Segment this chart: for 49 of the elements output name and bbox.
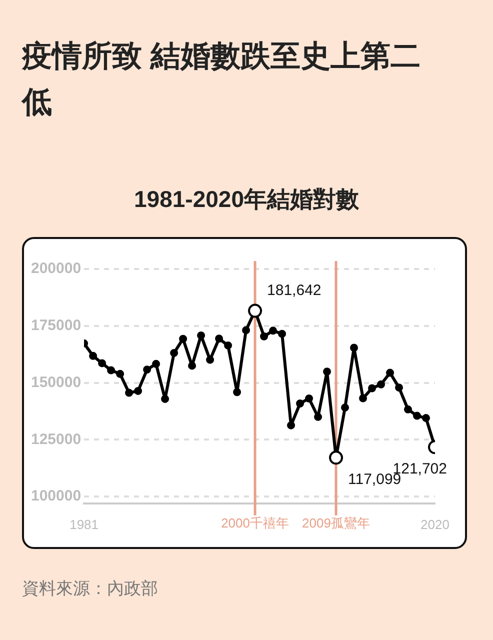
- point: [359, 394, 368, 402]
- point: [125, 388, 134, 397]
- point: [89, 352, 98, 360]
- point: [107, 366, 116, 374]
- point: [305, 394, 314, 402]
- ref-line-label: 2009孤鸞年: [302, 515, 370, 530]
- point: [260, 332, 268, 340]
- point: [197, 331, 206, 340]
- point: [134, 386, 142, 395]
- point: [152, 360, 160, 368]
- point: [386, 368, 394, 377]
- point: [395, 384, 404, 392]
- y-tick-label: 100000: [30, 488, 82, 505]
- point: [296, 399, 304, 408]
- point: [341, 404, 350, 412]
- point: [368, 384, 376, 392]
- y-tick-label: 200000: [30, 260, 82, 278]
- annotation: 181,642: [267, 282, 322, 299]
- point: [314, 412, 322, 421]
- point: [278, 330, 286, 338]
- x-tick-label: 2020: [420, 516, 450, 532]
- point: [143, 366, 152, 374]
- y-tick-label: 125000: [30, 430, 82, 448]
- point: [233, 388, 242, 396]
- point: [170, 348, 178, 357]
- point: [413, 412, 422, 420]
- point: [404, 405, 412, 414]
- point: [323, 368, 332, 376]
- point: [116, 370, 124, 378]
- point: [215, 334, 224, 343]
- y-tick-label: 150000: [30, 374, 82, 391]
- point: [422, 414, 430, 422]
- point: [350, 344, 358, 352]
- x-tick-label: 1981: [70, 516, 99, 532]
- point: [224, 341, 232, 350]
- point: [242, 326, 250, 334]
- source-note: 資料來源：內政部: [22, 578, 159, 600]
- point: [188, 362, 196, 370]
- ref-line-label: 2000千禧年: [221, 515, 289, 530]
- chart-subtitle: 1981-2020年結婚對數: [133, 185, 360, 214]
- point: [377, 380, 386, 388]
- point: [161, 394, 170, 403]
- chart-title: 疫情所致 結婚數跌至史上第二低: [22, 39, 422, 121]
- point: [179, 334, 188, 343]
- point: [98, 359, 106, 368]
- point: [287, 421, 296, 430]
- y-tick-label: 175000: [30, 317, 82, 334]
- point: [206, 356, 214, 364]
- point: [269, 326, 278, 335]
